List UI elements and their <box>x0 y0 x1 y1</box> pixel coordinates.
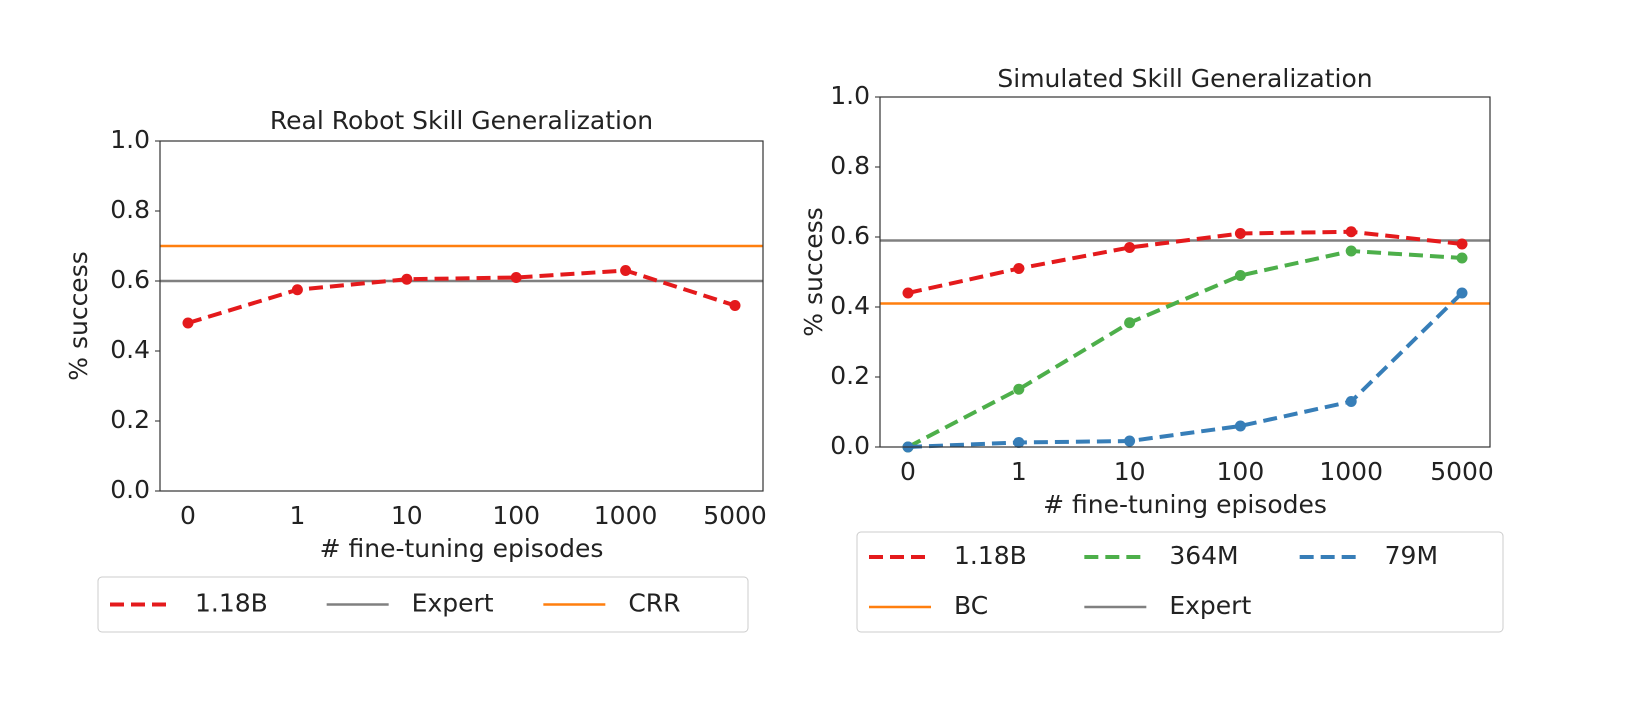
x-tick-label: 10 <box>1114 457 1146 486</box>
data-point <box>1124 242 1136 253</box>
x-tick-label: 5000 <box>1430 457 1494 486</box>
series-line <box>907 229 1463 295</box>
legend-label: Expert <box>1169 591 1251 620</box>
y-tick-label: 0.8 <box>110 195 150 224</box>
x-tick-label: 0 <box>180 501 196 530</box>
data-point <box>1124 435 1136 447</box>
x-tick-label: 100 <box>492 501 540 530</box>
y-axis-label: % success <box>64 251 93 381</box>
legend-box <box>97 576 749 633</box>
series-line <box>907 248 1463 449</box>
y-tick-label: 1.0 <box>830 81 870 110</box>
x-axis-label: # fine-tuning episodes <box>1043 490 1327 519</box>
legend-label: 79M <box>1385 541 1438 570</box>
data-point <box>1345 226 1357 238</box>
series-line <box>907 291 1464 449</box>
x-tick-label: 0 <box>900 457 916 486</box>
data-point <box>1013 383 1025 395</box>
data-point <box>1013 263 1025 274</box>
data-point <box>1345 396 1357 407</box>
y-tick-label: 0.4 <box>110 335 150 364</box>
data-point <box>1234 420 1246 432</box>
data-point <box>1234 228 1246 239</box>
plot-frame <box>879 96 1491 448</box>
y-axis-label: % success <box>799 207 828 337</box>
y-tick-label: 0.2 <box>830 361 870 390</box>
data-point <box>401 273 413 285</box>
chart-title: Real Robot Skill Generalization <box>270 106 653 135</box>
data-point <box>1234 270 1246 281</box>
y-tick-label: 0.6 <box>830 221 870 250</box>
y-tick-label: 0.2 <box>110 405 150 434</box>
x-tick-label: 1000 <box>1319 457 1383 486</box>
data-point <box>729 300 741 311</box>
data-point <box>620 265 632 276</box>
y-tick-label: 0.6 <box>110 265 150 294</box>
data-point <box>291 284 303 296</box>
legend-label: Expert <box>412 589 494 618</box>
data-point <box>1124 317 1136 329</box>
chart-title: Simulated Skill Generalization <box>997 64 1372 93</box>
x-tick-label: 1 <box>1011 457 1027 486</box>
legend-label: BC <box>954 591 988 620</box>
y-tick-label: 0.8 <box>830 151 870 180</box>
x-tick-label: 5000 <box>703 501 767 530</box>
legend-box <box>856 531 1504 633</box>
y-tick-label: 0.0 <box>110 475 150 504</box>
data-point <box>510 272 522 283</box>
plot-frame <box>159 140 764 492</box>
data-point <box>1013 436 1025 448</box>
x-tick-label: 10 <box>391 501 423 530</box>
legend-label: 1.18B <box>954 541 1027 570</box>
data-point <box>1456 252 1468 264</box>
x-axis-label: # fine-tuning episodes <box>320 534 604 563</box>
legend-label: 1.18B <box>195 589 268 618</box>
series-line <box>187 268 736 325</box>
y-tick-label: 0.4 <box>830 291 870 320</box>
data-point <box>1345 245 1357 257</box>
data-point <box>1456 287 1468 299</box>
data-point <box>182 317 194 329</box>
x-tick-label: 1 <box>289 501 305 530</box>
data-point <box>902 287 914 299</box>
legend-label: 364M <box>1169 541 1238 570</box>
x-tick-label: 1000 <box>594 501 658 530</box>
data-point <box>1456 238 1468 250</box>
y-tick-label: 0.0 <box>830 431 870 460</box>
y-tick-label: 1.0 <box>110 125 150 154</box>
x-tick-label: 100 <box>1217 457 1265 486</box>
legend-label: CRR <box>628 589 680 618</box>
